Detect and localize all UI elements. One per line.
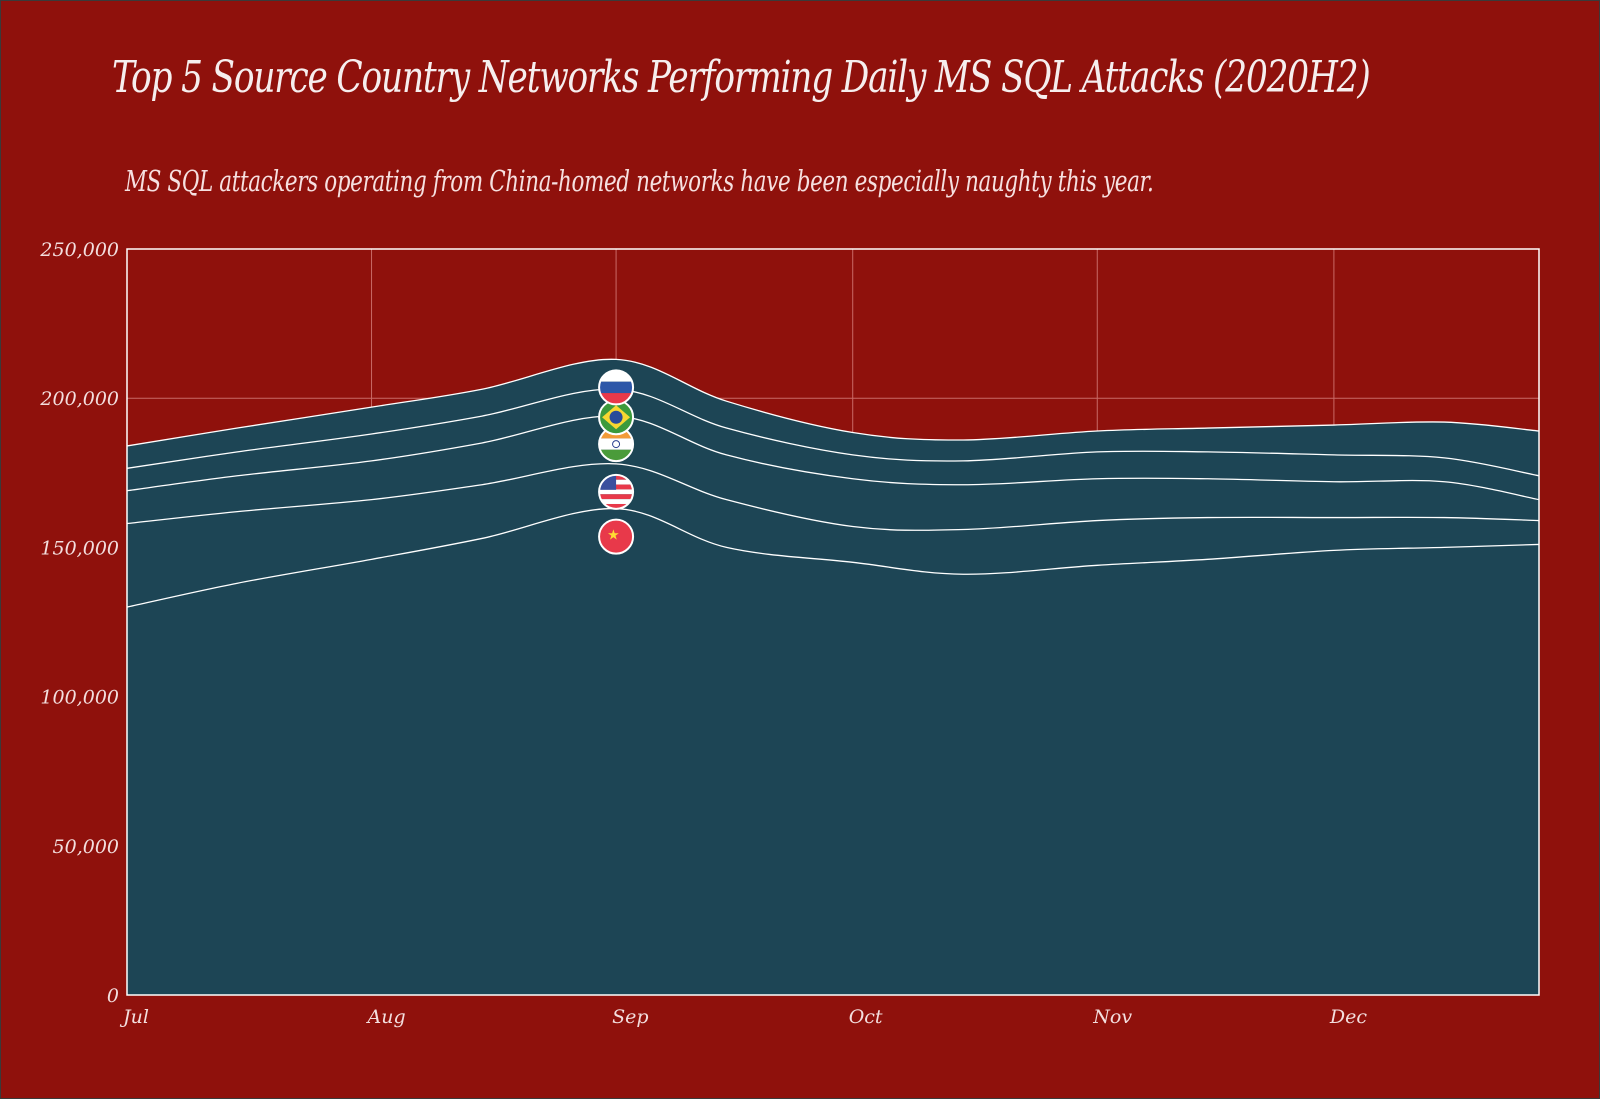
x-tick-label: Dec <box>1329 1006 1367 1028</box>
china-flag-icon: ★ <box>598 518 635 555</box>
y-tick-label: 150,000 <box>40 537 119 559</box>
axis-layer: 0 50,000 100,000 150,000 200,000 250,000 Jul Au… <box>39 239 1367 1028</box>
x-tick-label: Aug <box>366 1006 406 1028</box>
usa-flag-icon <box>598 473 635 510</box>
series-line-india <box>126 415 1540 501</box>
plot-frame <box>126 248 1540 996</box>
x-tick-label: Oct <box>849 1006 883 1028</box>
y-tick-label: 200,000 <box>39 388 119 410</box>
y-tick-label: 250,000 <box>39 239 119 261</box>
russia-flag-icon <box>598 369 635 406</box>
chart-title: Top 5 Source Country Networks Performing… <box>112 52 1371 103</box>
x-tick-label: Sep <box>612 1006 648 1028</box>
flag-legend: ★ <box>598 369 635 555</box>
series-line-usa <box>126 462 1540 531</box>
series-line-russia <box>126 358 1540 447</box>
svg-text:★: ★ <box>607 528 620 544</box>
x-tick-label: Nov <box>1092 1006 1132 1028</box>
series-line-brazil <box>126 388 1540 477</box>
chart-subtitle: MS SQL attackers operating from China-ho… <box>125 164 1154 198</box>
y-tick-label: 100,000 <box>40 687 119 709</box>
x-tick-label: Jul <box>119 1006 149 1028</box>
y-tick-label: 50,000 <box>53 836 119 858</box>
line-layer <box>126 358 1540 608</box>
series-line-china <box>126 507 1540 608</box>
y-tick-label: 0 <box>107 985 119 1007</box>
